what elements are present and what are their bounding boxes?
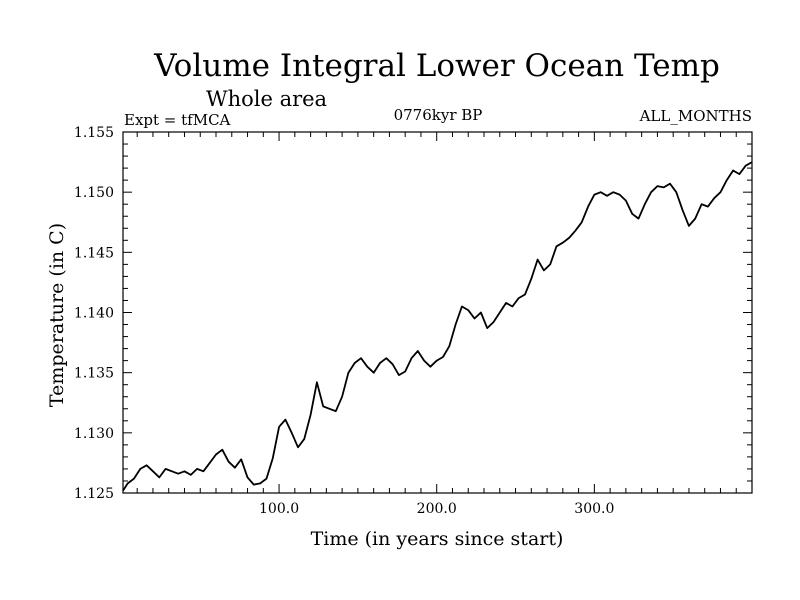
x-tick-label: 200.0: [417, 501, 457, 517]
period-label: 0776kyr BP: [394, 106, 483, 124]
y-tick-label: 1.140: [74, 306, 114, 322]
y-tick-label: 1.155: [74, 125, 114, 141]
x-axis-label: Time (in years since start): [311, 528, 564, 550]
temperature-series-line: [122, 161, 753, 492]
chart-subtitle: Whole area: [206, 87, 327, 111]
plot-area: 100.0 200.0 300.0 1.125 1.130 1.135 1.140 1.145…: [74, 125, 753, 517]
y-axis-label: Temperature (in C): [46, 223, 68, 407]
chart-title: Volume Integral Lower Ocean Temp: [153, 48, 720, 84]
y-tick-label: 1.130: [74, 426, 114, 442]
x-tick-label: 100.0: [259, 501, 299, 517]
y-tick-label: 1.150: [74, 185, 114, 201]
x-tick-label: 300.0: [574, 501, 614, 517]
experiment-label: Expt = tfMCA: [124, 111, 231, 129]
months-label: ALL_MONTHS: [639, 107, 752, 125]
y-tick-label: 1.145: [74, 245, 114, 261]
y-tick-label: 1.135: [74, 366, 114, 382]
y-tick-label: 1.125: [74, 486, 114, 502]
